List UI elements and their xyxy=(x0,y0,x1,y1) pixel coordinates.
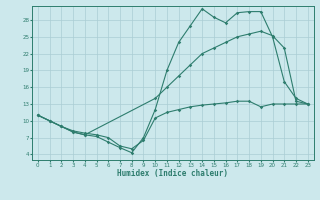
X-axis label: Humidex (Indice chaleur): Humidex (Indice chaleur) xyxy=(117,169,228,178)
